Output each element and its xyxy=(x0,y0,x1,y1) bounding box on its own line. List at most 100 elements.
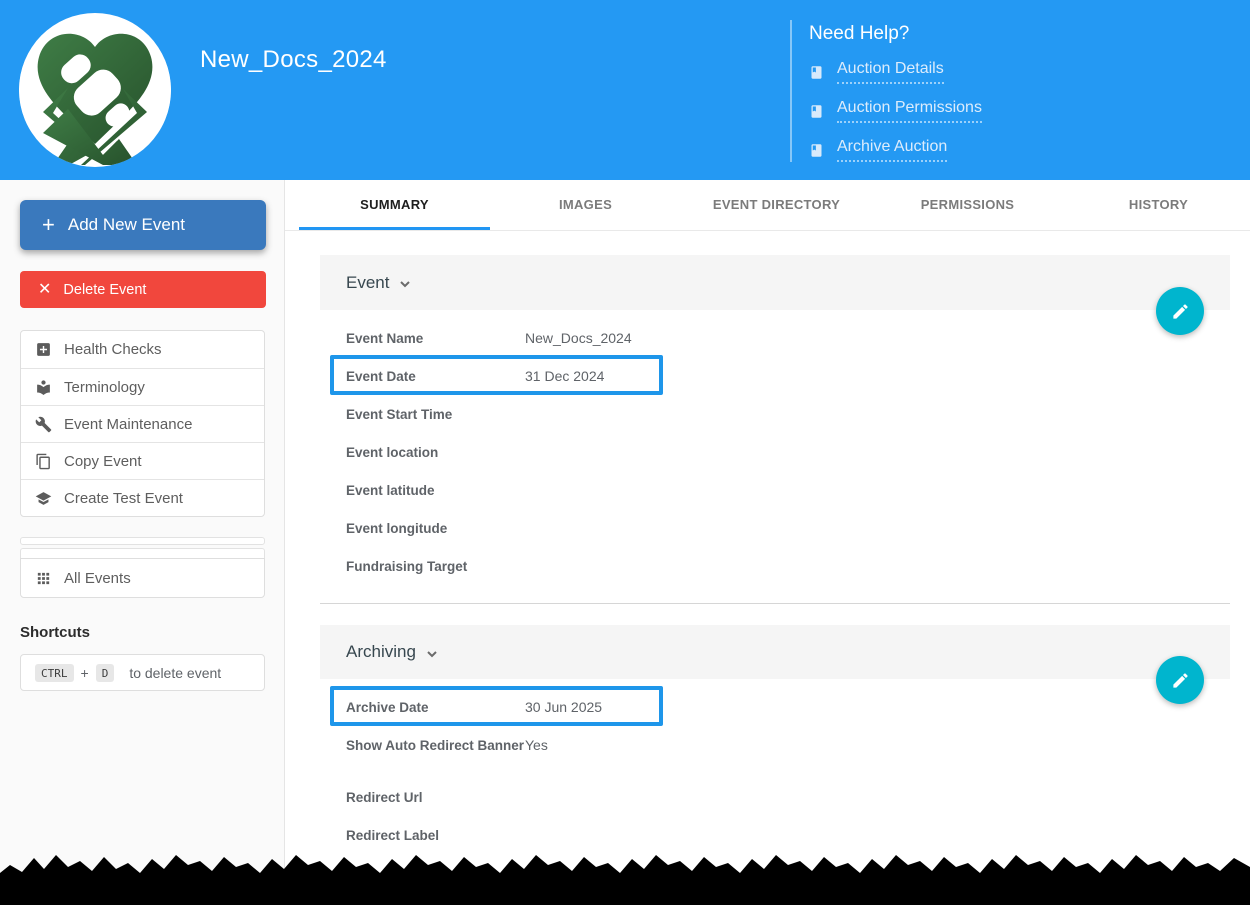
field-row-show-auto-redirect-banner: Show Auto Redirect Banner Yes xyxy=(320,726,1230,778)
archiving-fields: Archive Date 30 Jun 2025 Show Auto Redir… xyxy=(320,679,1230,871)
all-events-container: All Events xyxy=(20,558,265,598)
tab-images[interactable]: IMAGES xyxy=(558,197,613,212)
event-section-header[interactable]: Event xyxy=(320,255,1230,310)
sidebar-item-label: Event Maintenance xyxy=(64,415,193,433)
event-section: Event Event Name New_Docs_2024 Event Dat… xyxy=(320,255,1230,604)
org-logo-avatar xyxy=(19,13,171,167)
sidebar: + Add New Event ✕ Delete Event Health Ch… xyxy=(0,180,285,905)
shortcut-row: CTRL + D to delete event xyxy=(20,654,265,691)
section-title: Event xyxy=(346,272,390,292)
archiving-section-header[interactable]: Archiving xyxy=(320,625,1230,679)
top-header: New_Docs_2024 Need Help? Auction Details… xyxy=(0,0,1250,180)
pencil-icon xyxy=(1172,672,1188,688)
sidebar-item-event-maintenance[interactable]: Event Maintenance xyxy=(21,405,264,442)
sidebar-item-terminology[interactable]: Terminology xyxy=(21,368,264,405)
tab-event-directory[interactable]: EVENT DIRECTORY xyxy=(712,197,841,212)
field-label: Archive Date xyxy=(346,700,429,715)
sidebar-item-label: Health Checks xyxy=(64,341,162,358)
field-value: 30 Jun 2025 xyxy=(525,699,603,715)
field-row-event-start-time: Event Start Time xyxy=(320,395,1230,433)
field-label: Event Start Time xyxy=(346,407,453,422)
help-link-auction-permissions[interactable]: Auction Permissions xyxy=(809,99,982,123)
help-link-label: Auction Details xyxy=(837,60,944,84)
field-row-archive-date: Archive Date 30 Jun 2025 xyxy=(320,688,1230,726)
copy-icon xyxy=(36,453,50,469)
edit-event-button[interactable] xyxy=(1156,287,1204,335)
sidebar-item-label: Create Test Event xyxy=(64,489,183,507)
archiving-section: Archiving Archive Date 30 Jun 2025 Show … xyxy=(320,625,1230,871)
sidebar-item-health-checks[interactable]: Health Checks xyxy=(21,331,264,368)
book-icon xyxy=(811,65,822,79)
sidebar-item-label: Copy Event xyxy=(64,452,142,470)
sidebar-item-copy-event[interactable]: Copy Event xyxy=(21,442,264,479)
field-label: Redirect Label xyxy=(346,828,440,843)
keycap-separator: + xyxy=(80,664,89,681)
field-label: Event Date xyxy=(346,369,416,384)
tab-history[interactable]: HISTORY xyxy=(1128,197,1189,212)
add-box-icon xyxy=(37,343,50,356)
field-row-event-location: Event location xyxy=(320,433,1230,471)
shortcuts-heading: Shortcuts xyxy=(20,624,91,641)
wrench-icon xyxy=(35,416,52,432)
add-new-event-label: Add New Event xyxy=(67,215,186,234)
edit-archiving-button[interactable] xyxy=(1156,656,1204,704)
chevron-down-icon xyxy=(427,650,437,657)
grid-apps-icon xyxy=(37,572,50,584)
field-row-event-date: Event Date 31 Dec 2024 xyxy=(320,357,1230,395)
delete-event-label: Delete Event xyxy=(63,281,147,298)
field-label: Event Name xyxy=(346,331,424,346)
body-layout: + Add New Event ✕ Delete Event Health Ch… xyxy=(0,180,1250,905)
field-label: Event latitude xyxy=(346,483,435,498)
keycap-ctrl: CTRL xyxy=(35,663,74,682)
school-icon xyxy=(35,491,52,505)
field-label: Fundraising Target xyxy=(346,559,468,574)
book-icon xyxy=(811,143,822,157)
collapsed-list-stub xyxy=(20,548,265,558)
field-value: Yes xyxy=(525,737,548,753)
sidebar-item-label: Terminology xyxy=(64,378,145,396)
field-row-redirect-url: Redirect Url xyxy=(320,778,1230,816)
keycap-d: D xyxy=(95,663,115,682)
field-value: 31 Dec 2024 xyxy=(525,368,605,384)
tab-permissions[interactable]: PERMISSIONS xyxy=(920,197,1015,212)
field-label: Event longitude xyxy=(346,521,448,536)
tab-summary[interactable]: SUMMARY xyxy=(299,180,490,230)
close-icon: ✕ xyxy=(38,280,52,298)
sidebar-item-label: All Events xyxy=(64,569,131,587)
field-row-event-longitude: Event longitude xyxy=(320,509,1230,547)
sidebar-item-create-test-event[interactable]: Create Test Event xyxy=(21,479,264,516)
gavel-heart-logo-icon xyxy=(19,14,171,166)
sidebar-menu: Health Checks Terminology Event Maintena… xyxy=(20,330,265,517)
sidebar-item-all-events[interactable]: All Events xyxy=(21,559,264,597)
delete-event-button[interactable]: ✕ Delete Event xyxy=(20,271,266,308)
torn-edge-decoration xyxy=(0,855,1250,905)
field-row-fundraising-target: Fundraising Target xyxy=(320,547,1230,585)
field-row-event-name: Event Name New_Docs_2024 xyxy=(320,319,1230,357)
page-title: New_Docs_2024 xyxy=(200,46,387,73)
help-link-label: Archive Auction xyxy=(837,138,948,162)
field-row-event-latitude: Event latitude xyxy=(320,471,1230,509)
plus-icon: + xyxy=(42,212,55,237)
help-title: Need Help? xyxy=(809,23,910,44)
book-icon xyxy=(811,104,822,118)
help-panel: Need Help? Auction Details Auction Permi… xyxy=(790,20,982,162)
help-link-archive-auction[interactable]: Archive Auction xyxy=(809,138,982,162)
library-icon xyxy=(37,379,50,395)
field-label: Event location xyxy=(346,445,439,460)
field-label: Redirect Url xyxy=(346,790,423,805)
main-content: SUMMARY IMAGES EVENT DIRECTORY PERMISSIO… xyxy=(285,180,1250,905)
pencil-icon xyxy=(1172,303,1188,319)
shortcut-description: to delete event xyxy=(129,664,222,681)
field-row-redirect-label: Redirect Label xyxy=(320,816,1230,854)
help-link-label: Auction Permissions xyxy=(837,99,982,123)
tab-bar: SUMMARY IMAGES EVENT DIRECTORY PERMISSIO… xyxy=(285,180,1250,231)
chevron-down-icon xyxy=(400,281,411,288)
collapsed-list-stub xyxy=(20,537,265,545)
field-value: New_Docs_2024 xyxy=(525,330,632,346)
help-link-auction-details[interactable]: Auction Details xyxy=(809,60,982,84)
event-fields: Event Name New_Docs_2024 Event Date 31 D… xyxy=(320,310,1230,602)
add-new-event-button[interactable]: + Add New Event xyxy=(20,200,266,250)
section-title: Archiving xyxy=(346,642,416,661)
field-label: Show Auto Redirect Banner xyxy=(346,738,525,753)
